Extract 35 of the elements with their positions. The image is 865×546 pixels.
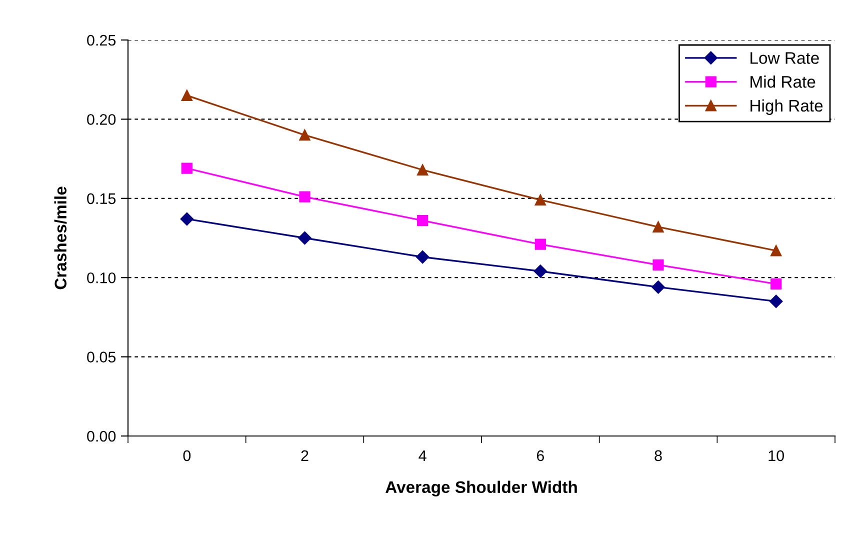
- x-tick-label: 2: [301, 450, 308, 461]
- y-tick-label: 0.25: [87, 34, 116, 46]
- point: [417, 164, 428, 176]
- point: [416, 250, 430, 264]
- x-tick-label: 10: [768, 450, 784, 462]
- x-tick-label: 8: [654, 450, 662, 462]
- legend-label: Mid Rate: [750, 76, 816, 88]
- point: [534, 238, 546, 250]
- legend-label: High Rate: [750, 99, 823, 115]
- point: [181, 162, 192, 174]
- x-axis-title: Average Shoulder Width: [386, 480, 577, 496]
- point: [298, 231, 312, 245]
- point: [769, 294, 783, 308]
- point: [652, 280, 665, 294]
- point: [652, 221, 664, 232]
- y-tick-label: 0.10: [87, 272, 116, 284]
- point: [652, 259, 664, 270]
- y-tick-label: 0.20: [87, 114, 116, 125]
- point: [534, 194, 546, 206]
- point: [417, 215, 428, 226]
- point: [181, 90, 192, 101]
- x-tick-label: 0: [183, 450, 191, 462]
- point: [299, 129, 310, 141]
- legend-label: Low Rate: [750, 52, 819, 64]
- y-axis-title: Crashes/mile: [54, 186, 67, 290]
- point: [299, 191, 310, 202]
- point: [770, 278, 782, 290]
- point: [180, 212, 194, 226]
- point: [534, 264, 548, 278]
- y-tick-label: 0.05: [87, 352, 116, 362]
- x-tick-label: 6: [536, 450, 544, 462]
- point: [770, 245, 782, 256]
- y-tick-label: 0.00: [87, 430, 116, 442]
- y-tick-label: 0.15: [87, 193, 116, 204]
- x-tick-label: 4: [418, 450, 426, 461]
